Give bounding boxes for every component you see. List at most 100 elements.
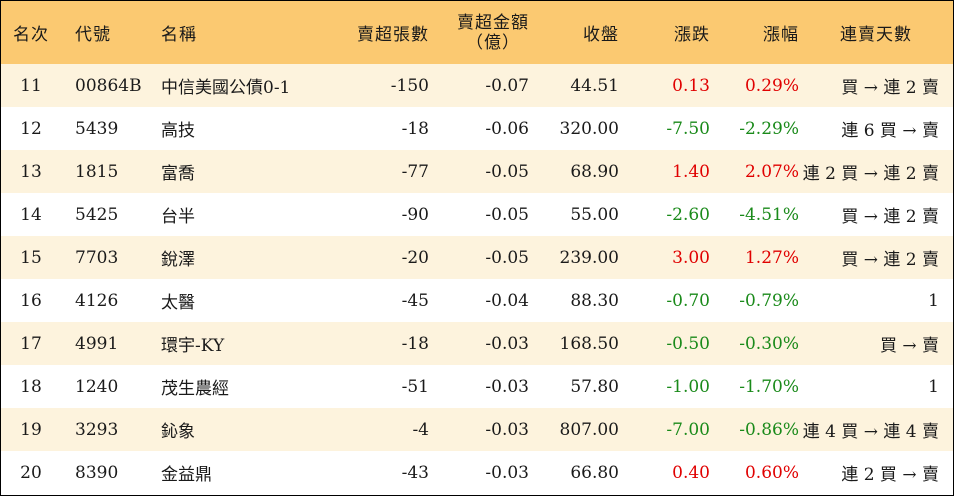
cell-close: 66.80 bbox=[570, 462, 619, 483]
cell-close: 55.00 bbox=[570, 204, 619, 225]
cell-shares: -18 bbox=[401, 118, 429, 139]
cell-amount: -0.05 bbox=[485, 204, 529, 225]
cell-code: 7703 bbox=[75, 247, 119, 268]
cell-amount: -0.04 bbox=[485, 290, 529, 311]
cell-shares: -18 bbox=[401, 333, 429, 354]
header-change-pct: 漲幅 bbox=[763, 25, 799, 45]
cell-code: 00864B bbox=[75, 75, 142, 96]
cell-streak: 買 → 連 2 賣 bbox=[841, 78, 939, 98]
cell-shares: -90 bbox=[401, 204, 429, 225]
cell-streak: 連 4 買 → 連 4 賣 bbox=[802, 422, 939, 442]
cell-change: -7.50 bbox=[666, 118, 710, 139]
cell-close: 57.80 bbox=[570, 376, 619, 397]
cell-change-pct: -0.86% bbox=[739, 419, 799, 440]
cell-code: 8390 bbox=[75, 462, 119, 483]
cell-amount: -0.03 bbox=[485, 462, 529, 483]
cell-close: 68.90 bbox=[570, 161, 619, 182]
table-row: 20 8390 金益鼎 -43 -0.03 66.80 0.40 0.60% 連… bbox=[1, 451, 953, 494]
cell-change: -2.60 bbox=[666, 204, 710, 225]
cell-name: 金益鼎 bbox=[161, 465, 212, 485]
cell-rank: 16 bbox=[20, 290, 42, 311]
table-row: 18 1240 茂生農經 -51 -0.03 57.80 -1.00 -1.70… bbox=[1, 365, 953, 408]
cell-change-pct: 0.60% bbox=[744, 462, 799, 483]
cell-name: 茂生農經 bbox=[161, 379, 229, 399]
cell-streak: 1 bbox=[928, 290, 939, 311]
cell-code: 1815 bbox=[75, 161, 119, 182]
table-body: 11 00864B 中信美國公債0-1 -150 -0.07 44.51 0.1… bbox=[1, 64, 953, 494]
header-net-sell-amount-line1: 賣超金額 bbox=[457, 12, 529, 33]
table-row: 12 5439 高技 -18 -0.06 320.00 -7.50 -2.29%… bbox=[1, 107, 953, 150]
cell-change-pct: -1.70% bbox=[739, 376, 799, 397]
cell-rank: 15 bbox=[20, 247, 42, 268]
cell-streak: 連 6 買 → 賣 bbox=[841, 121, 939, 141]
cell-change: -7.00 bbox=[666, 419, 710, 440]
cell-close: 44.51 bbox=[570, 75, 619, 96]
cell-name: 台半 bbox=[161, 207, 195, 227]
header-net-sell-shares: 賣超張數 bbox=[357, 25, 429, 45]
table-row: 19 3293 鈊象 -4 -0.03 807.00 -7.00 -0.86% … bbox=[1, 408, 953, 451]
cell-change: -0.70 bbox=[666, 290, 710, 311]
cell-code: 4991 bbox=[75, 333, 119, 354]
cell-change-pct: -0.79% bbox=[739, 290, 799, 311]
cell-shares: -4 bbox=[412, 419, 429, 440]
cell-amount: -0.07 bbox=[485, 75, 529, 96]
cell-change: 3.00 bbox=[672, 247, 710, 268]
cell-close: 807.00 bbox=[559, 419, 619, 440]
cell-name: 銳澤 bbox=[161, 250, 195, 270]
table-row: 16 4126 太醫 -45 -0.04 88.30 -0.70 -0.79% … bbox=[1, 279, 953, 322]
cell-name: 環宇-KY bbox=[161, 336, 225, 356]
header-name: 名稱 bbox=[161, 25, 197, 45]
cell-streak: 連 2 買 → 賣 bbox=[841, 465, 939, 485]
cell-change-pct: 2.07% bbox=[744, 161, 799, 182]
cell-amount: -0.05 bbox=[485, 161, 529, 182]
cell-shares: -43 bbox=[401, 462, 429, 483]
cell-amount: -0.06 bbox=[485, 118, 529, 139]
cell-code: 5425 bbox=[75, 204, 119, 225]
cell-streak: 1 bbox=[928, 376, 939, 397]
table-row: 17 4991 環宇-KY -18 -0.03 168.50 -0.50 -0.… bbox=[1, 322, 953, 365]
header-net-sell-amount-text: 賣超金額 （億） bbox=[457, 13, 529, 53]
cell-change: -1.00 bbox=[666, 376, 710, 397]
cell-streak: 買 → 連 2 賣 bbox=[841, 250, 939, 270]
cell-close: 168.50 bbox=[559, 333, 619, 354]
cell-change: 1.40 bbox=[672, 161, 710, 182]
cell-name: 高技 bbox=[161, 121, 195, 141]
cell-name: 鈊象 bbox=[161, 422, 195, 442]
cell-amount: -0.03 bbox=[485, 419, 529, 440]
header-net-sell-amount: 賣超金額 （億） bbox=[429, 1, 529, 64]
table-row: 15 7703 銳澤 -20 -0.05 239.00 3.00 1.27% 買… bbox=[1, 236, 953, 279]
cell-rank: 14 bbox=[20, 204, 42, 225]
cell-shares: -51 bbox=[401, 376, 429, 397]
cell-amount: -0.05 bbox=[485, 247, 529, 268]
cell-code: 3293 bbox=[75, 419, 119, 440]
cell-name: 富喬 bbox=[161, 164, 195, 184]
cell-streak: 連 2 買 → 連 2 賣 bbox=[802, 164, 939, 184]
cell-change: -0.50 bbox=[666, 333, 710, 354]
header-net-sell-amount-line2: （億） bbox=[466, 32, 520, 53]
cell-rank: 11 bbox=[20, 75, 42, 96]
cell-streak: 買 → 連 2 賣 bbox=[841, 207, 939, 227]
table-row: 14 5425 台半 -90 -0.05 55.00 -2.60 -4.51% … bbox=[1, 193, 953, 236]
table-row: 13 1815 富喬 -77 -0.05 68.90 1.40 2.07% 連 … bbox=[1, 150, 953, 193]
header-change: 漲跌 bbox=[674, 25, 710, 45]
cell-close: 320.00 bbox=[559, 118, 619, 139]
cell-name: 太醫 bbox=[161, 293, 195, 313]
cell-rank: 19 bbox=[20, 419, 42, 440]
cell-change-pct: -2.29% bbox=[739, 118, 799, 139]
cell-shares: -77 bbox=[401, 161, 429, 182]
cell-rank: 18 bbox=[20, 376, 42, 397]
cell-rank: 20 bbox=[20, 462, 42, 483]
cell-shares: -45 bbox=[401, 290, 429, 311]
cell-shares: -20 bbox=[401, 247, 429, 268]
cell-change-pct: 1.27% bbox=[744, 247, 799, 268]
cell-change-pct: 0.29% bbox=[744, 75, 799, 96]
header-rank: 名次 bbox=[13, 25, 49, 45]
cell-code: 5439 bbox=[75, 118, 119, 139]
cell-change-pct: -0.30% bbox=[739, 333, 799, 354]
cell-code: 4126 bbox=[75, 290, 119, 311]
table-header-row: 名次 代號 名稱 賣超張數 賣超金額 （億） 收盤 漲跌 漲幅 連賣天數 bbox=[1, 1, 953, 64]
cell-amount: -0.03 bbox=[485, 333, 529, 354]
table-row: 11 00864B 中信美國公債0-1 -150 -0.07 44.51 0.1… bbox=[1, 64, 953, 107]
cell-amount: -0.03 bbox=[485, 376, 529, 397]
header-code: 代號 bbox=[75, 25, 111, 45]
